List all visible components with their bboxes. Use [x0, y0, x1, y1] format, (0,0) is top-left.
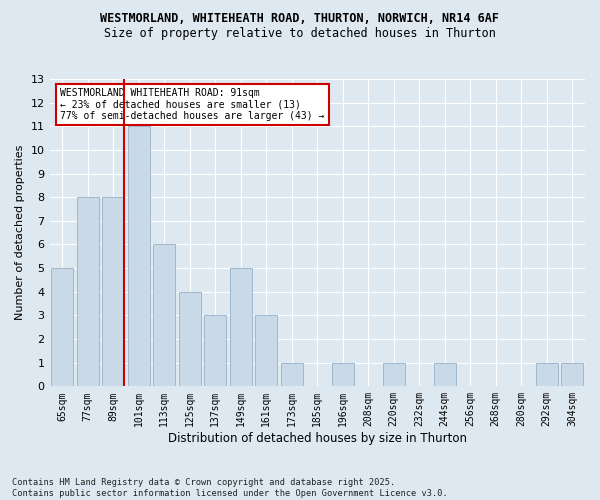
Bar [332, 362, 353, 386]
Bar [562, 362, 583, 386]
Bar [536, 362, 557, 386]
Bar [77, 197, 98, 386]
Bar [103, 197, 124, 386]
Text: Contains HM Land Registry data © Crown copyright and database right 2025.
Contai: Contains HM Land Registry data © Crown c… [12, 478, 448, 498]
Bar [281, 362, 302, 386]
Bar [205, 316, 226, 386]
Bar [128, 126, 149, 386]
Text: WESTMORLAND WHITEHEATH ROAD: 91sqm
← 23% of detached houses are smaller (13)
77%: WESTMORLAND WHITEHEATH ROAD: 91sqm ← 23%… [60, 88, 325, 122]
X-axis label: Distribution of detached houses by size in Thurton: Distribution of detached houses by size … [168, 432, 467, 445]
Bar [52, 268, 73, 386]
Text: WESTMORLAND, WHITEHEATH ROAD, THURTON, NORWICH, NR14 6AF: WESTMORLAND, WHITEHEATH ROAD, THURTON, N… [101, 12, 499, 26]
Text: Size of property relative to detached houses in Thurton: Size of property relative to detached ho… [104, 28, 496, 40]
Bar [383, 362, 404, 386]
Bar [434, 362, 455, 386]
Bar [256, 316, 277, 386]
Y-axis label: Number of detached properties: Number of detached properties [15, 145, 25, 320]
Bar [230, 268, 251, 386]
Bar [179, 292, 200, 386]
Bar [154, 244, 175, 386]
